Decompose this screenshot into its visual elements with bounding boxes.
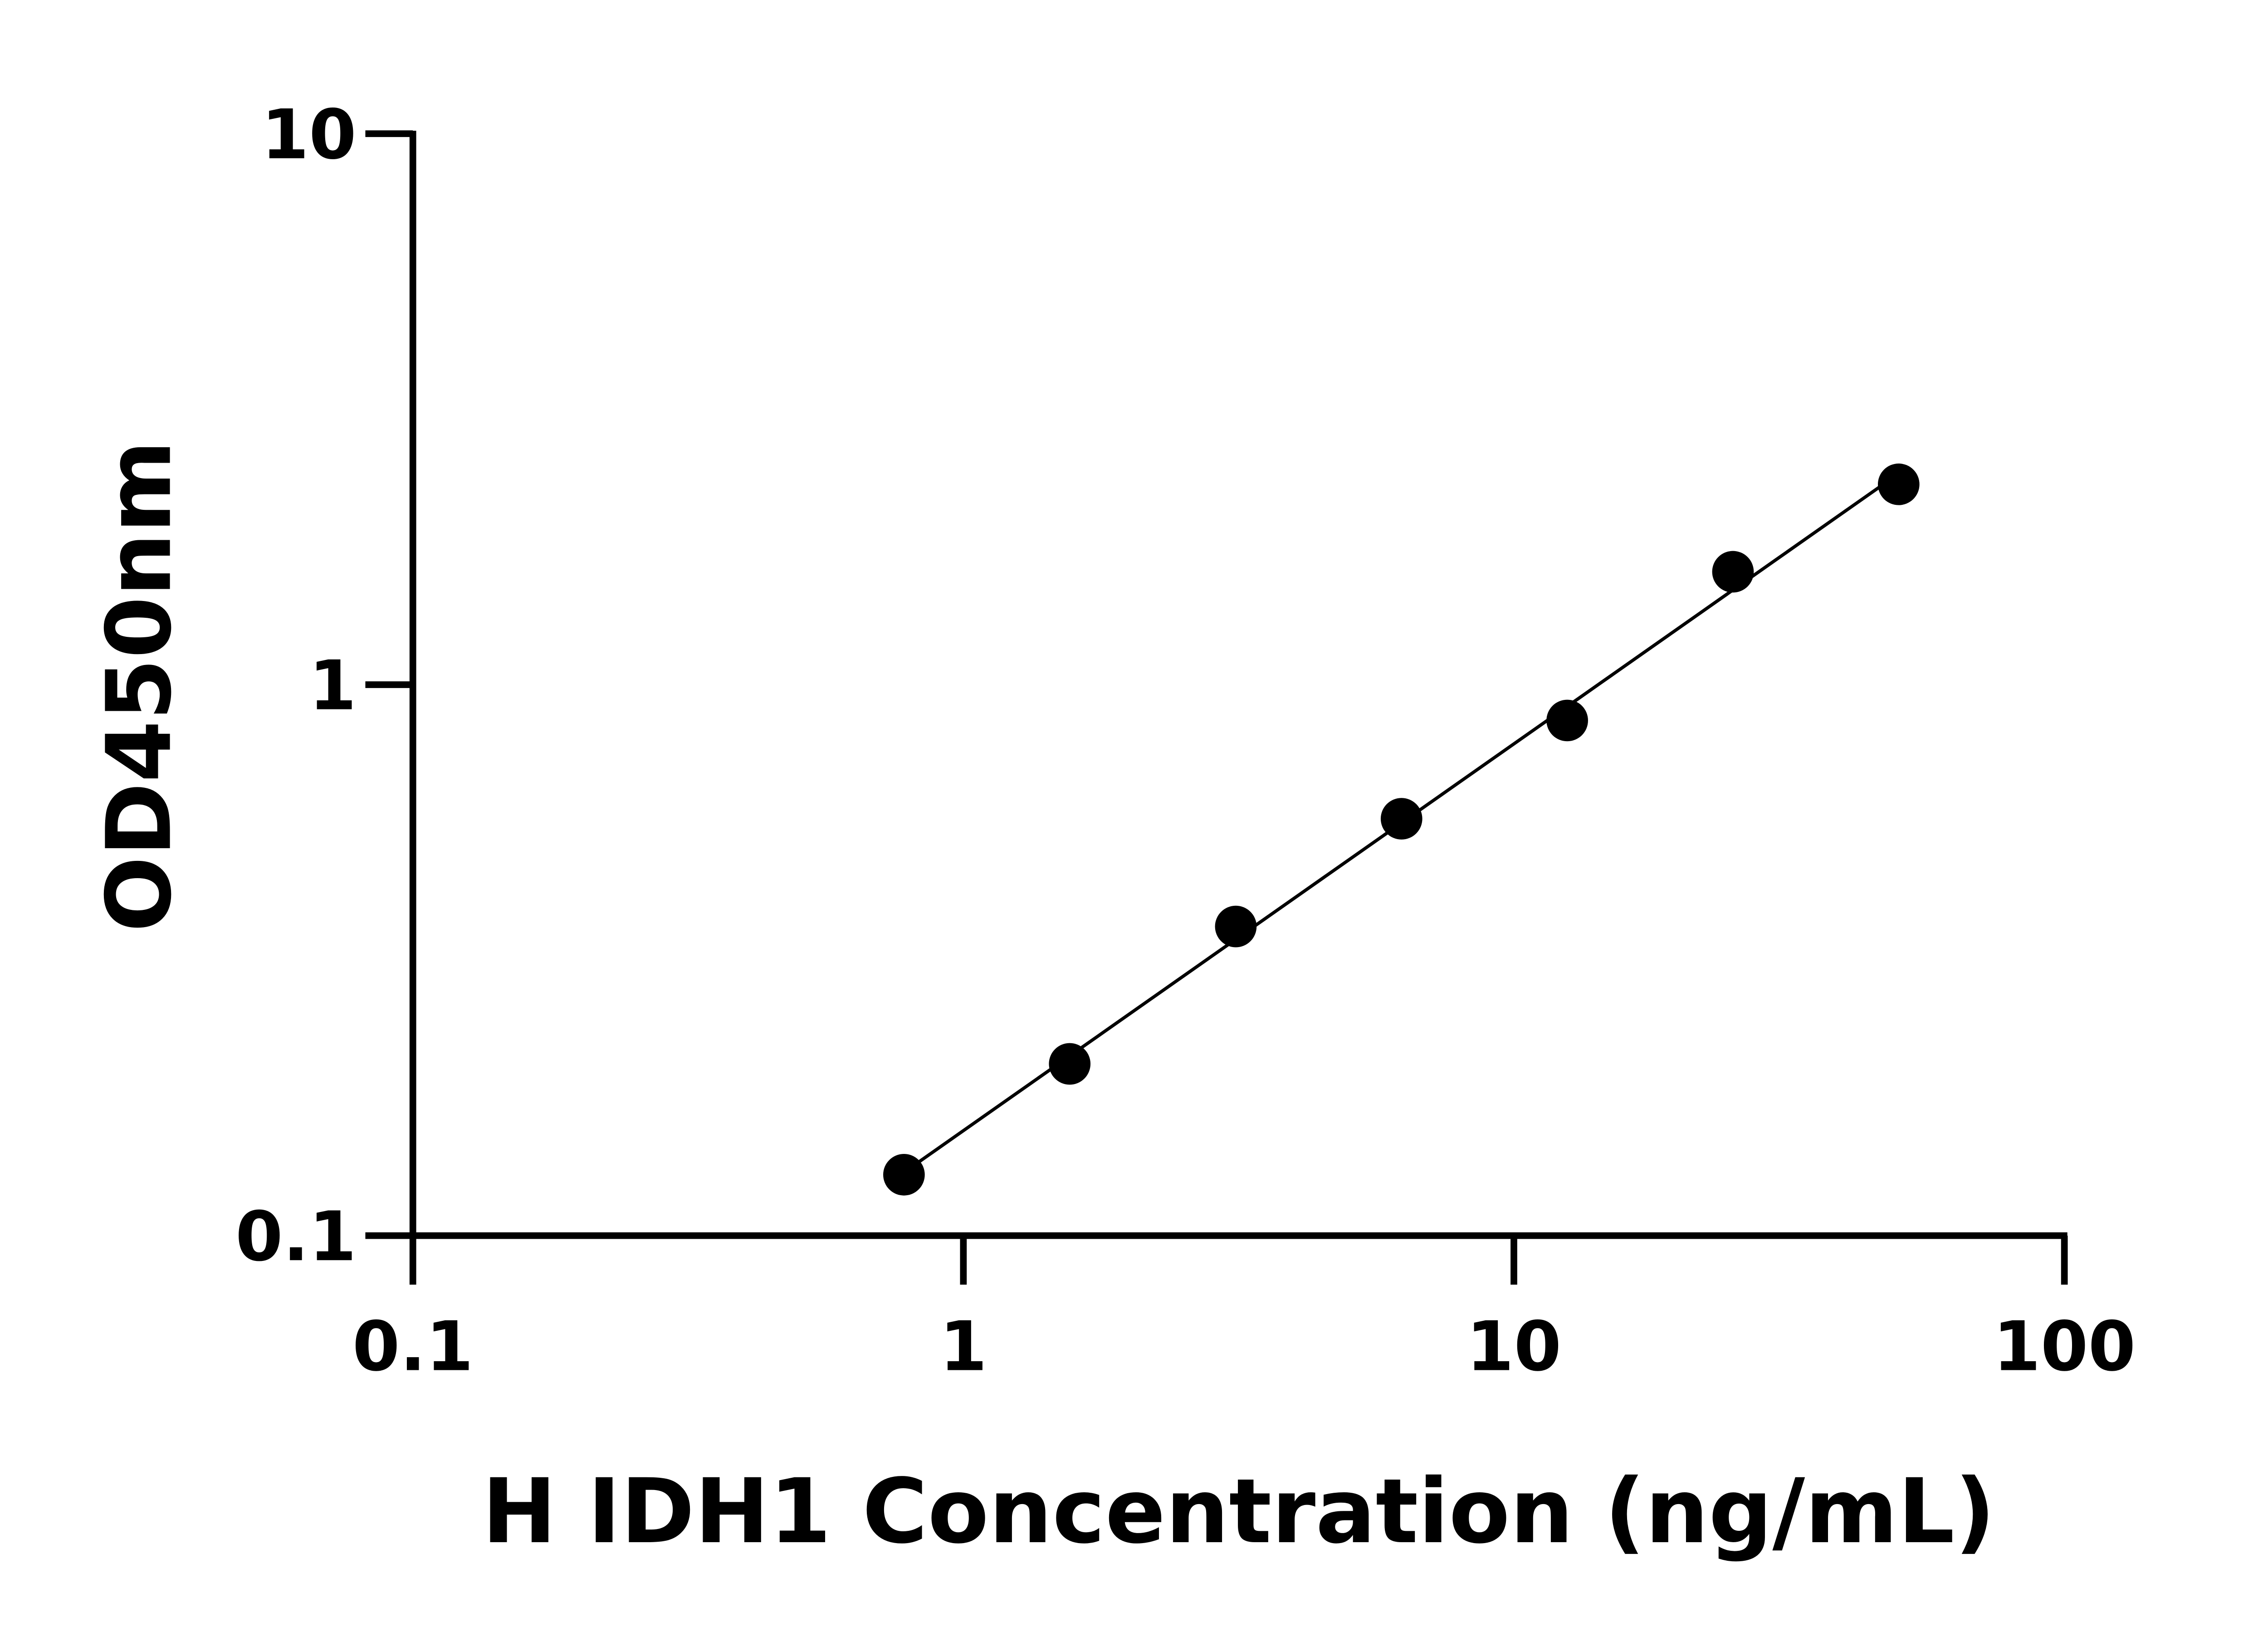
data-point: [1049, 1043, 1091, 1085]
data-point: [1380, 798, 1422, 840]
data-point: [883, 1154, 925, 1196]
x-tick-label: 100: [1993, 1307, 2136, 1387]
x-axis-title: H IDH1 Concentration (ng/mL): [482, 1460, 1995, 1563]
y-axis-title: OD450nm: [88, 440, 191, 932]
y-tick-label: 1: [309, 646, 357, 726]
x-tick-label: 10: [1466, 1307, 1562, 1387]
y-tick-label: 0.1: [235, 1197, 357, 1276]
x-tick-label: 0.1: [352, 1307, 474, 1387]
data-point: [1712, 551, 1754, 593]
y-tick-label: 10: [261, 95, 357, 175]
x-tick-label: 1: [939, 1307, 987, 1387]
data-point: [1877, 463, 1920, 505]
data-point: [1546, 699, 1588, 742]
data-point: [1215, 905, 1257, 948]
